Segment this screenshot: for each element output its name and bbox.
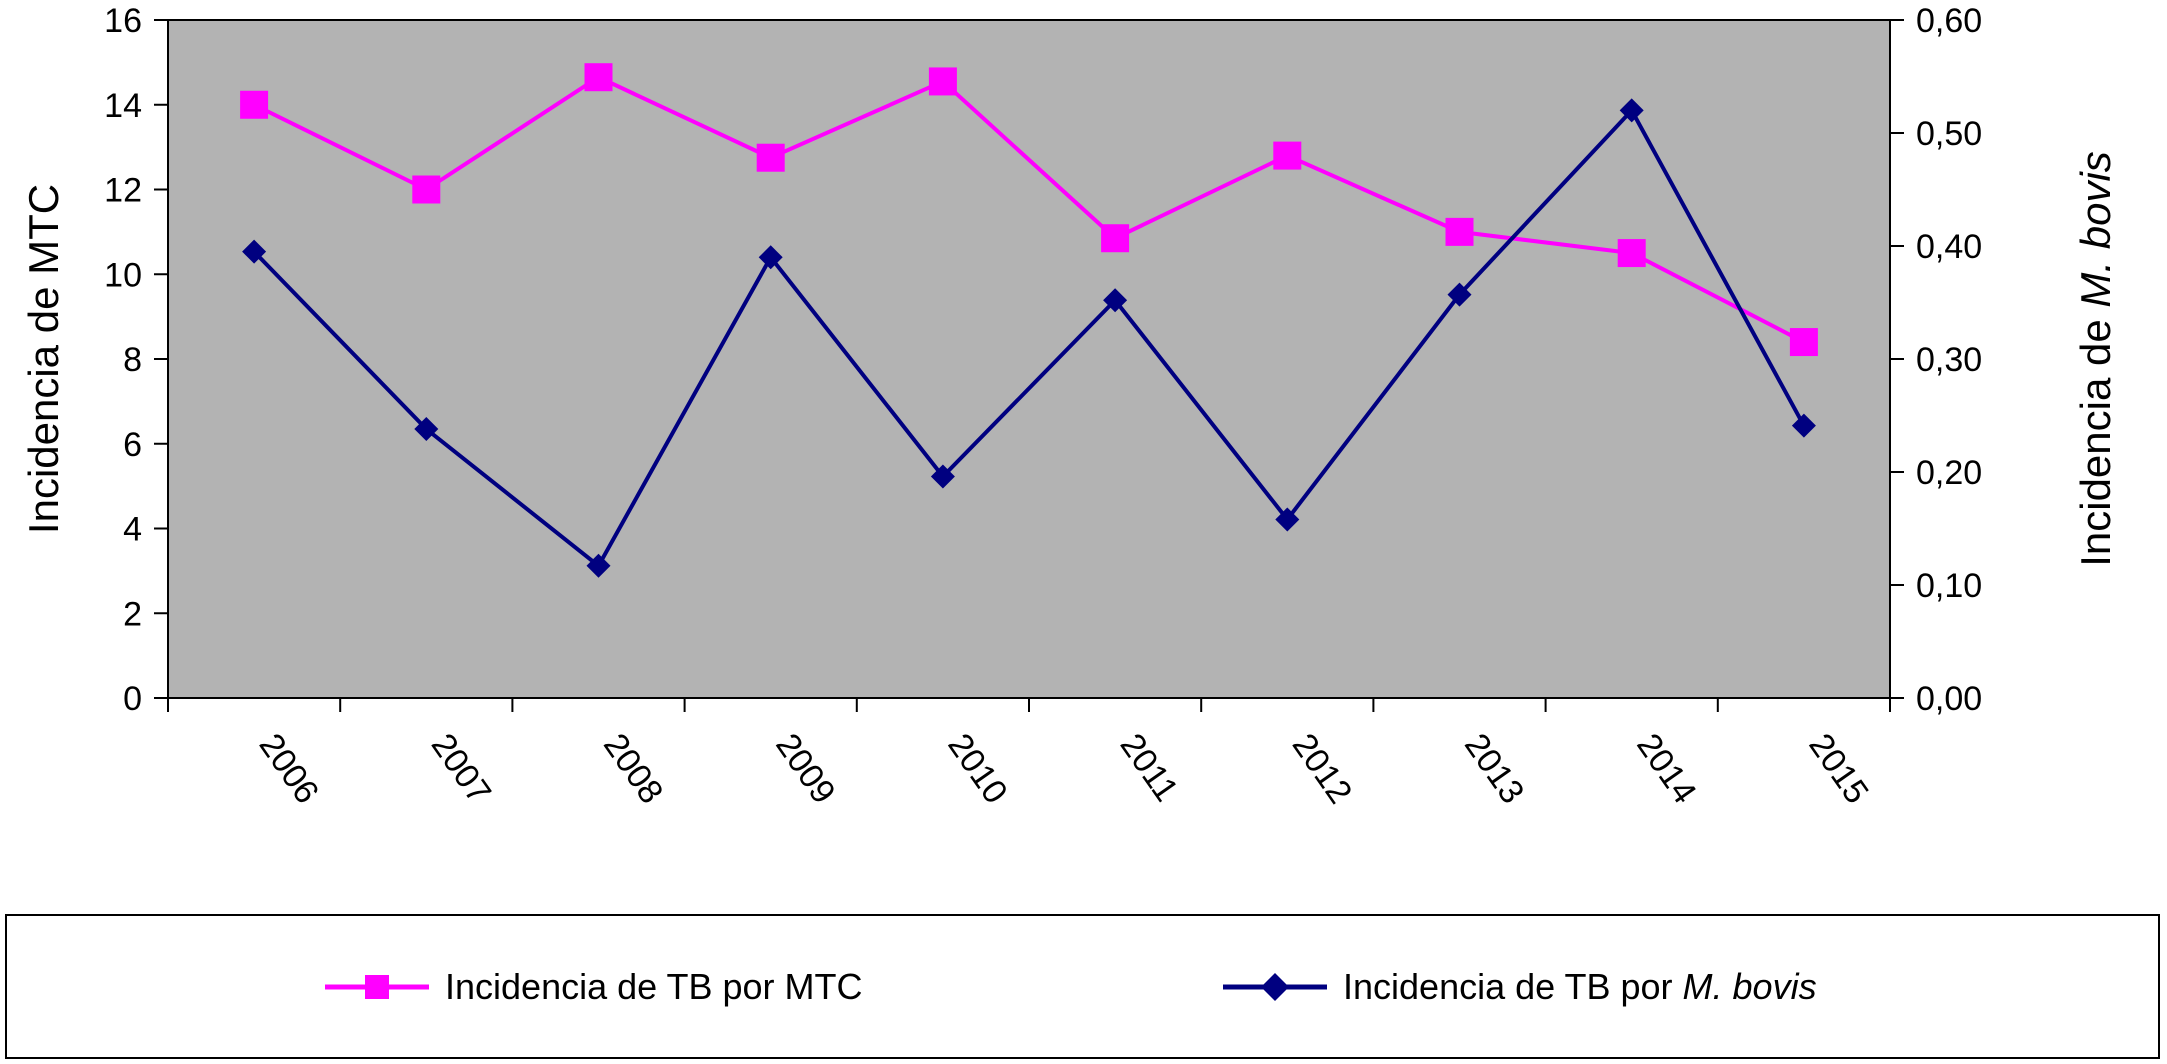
data-point-square — [412, 175, 441, 204]
left-tick-label: 6 — [123, 426, 142, 464]
right-tick-label: 0,00 — [1916, 680, 1982, 718]
x-tick-label: 2006 — [252, 727, 327, 811]
legend-label-mtc: Incidencia de TB por MTC — [445, 965, 863, 1007]
data-point-square — [928, 67, 957, 96]
right-tick-label: 0,30 — [1916, 341, 1982, 379]
left-tick-label: 16 — [104, 2, 142, 40]
x-tick-label: 2015 — [1801, 727, 1876, 811]
right-tick-label: 0,50 — [1916, 115, 1982, 153]
left-tick-label: 8 — [123, 341, 142, 379]
x-tick-label: 2009 — [768, 727, 843, 811]
plot-area — [167, 19, 1891, 699]
right-tick-label: 0,10 — [1916, 567, 1982, 605]
legend-item-bovis: Incidencia de TB por M. bovis — [1221, 916, 1817, 1057]
legend-swatch-square-icon — [325, 974, 429, 999]
left-tick-label: 10 — [104, 256, 142, 294]
data-point-diamond — [930, 464, 955, 489]
x-tick-label: 2010 — [940, 727, 1015, 811]
right-axis-title-prefix: Incidencia de — [2072, 308, 2119, 567]
left-tick-label: 4 — [123, 511, 142, 549]
left-tick-label: 14 — [104, 87, 142, 125]
left-tick-label: 12 — [104, 172, 142, 210]
x-tick-label: 2011 — [1113, 727, 1186, 809]
legend-label-bovis: Incidencia de TB por M. bovis — [1343, 965, 1817, 1007]
line-chart: 0 2 4 6 8 10 12 14 16 0,00 0,10 0,20 0,30 0,40 0,50 0,… — [20, 2, 2119, 811]
right-axis-title-italic: M. bovis — [2072, 151, 2119, 307]
legend-item-mtc: Incidencia de TB por MTC — [323, 916, 863, 1057]
left-tick-label: 0 — [123, 680, 142, 718]
data-point-square — [1445, 217, 1474, 246]
x-tick-label: 2013 — [1457, 727, 1532, 811]
series-line-0 — [253, 74, 1805, 344]
data-point-diamond — [1103, 288, 1128, 313]
legend: Incidencia de TB por MTC Incidencia de T… — [5, 914, 2160, 1059]
data-point-diamond — [242, 239, 267, 264]
legend-swatch-diamond-icon — [1223, 972, 1327, 1001]
right-tick-label: 0,40 — [1916, 228, 1982, 266]
data-point-square — [756, 143, 785, 172]
data-point-diamond — [414, 417, 439, 442]
data-point-diamond — [1275, 507, 1300, 532]
data-point-square — [1617, 239, 1646, 268]
data-point-square — [1273, 141, 1302, 170]
x-tick-label: 2007 — [424, 727, 499, 811]
left-axis-title: Incidencia de MTC — [20, 184, 67, 534]
data-point-square — [1101, 224, 1130, 253]
x-tick-label: 2012 — [1285, 727, 1360, 811]
data-point-diamond — [586, 553, 611, 578]
data-point-square — [1789, 328, 1818, 357]
data-point-square — [240, 90, 269, 119]
x-tick-label: 2008 — [596, 727, 671, 811]
series-line-1 — [252, 107, 1806, 569]
data-point-diamond — [1619, 98, 1644, 123]
data-point-diamond — [758, 245, 783, 270]
data-point-diamond — [1791, 413, 1816, 438]
data-point-square — [584, 63, 613, 92]
data-point-diamond — [1447, 282, 1472, 307]
left-tick-label: 2 — [123, 595, 142, 633]
right-tick-label: 0,20 — [1916, 454, 1982, 492]
x-tick-label: 2014 — [1629, 727, 1704, 811]
right-tick-label: 0,60 — [1916, 2, 1982, 40]
right-axis-title: Incidencia de M. bovis — [2072, 151, 2119, 567]
